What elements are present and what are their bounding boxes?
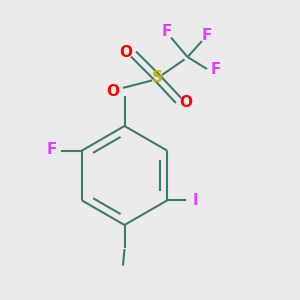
Text: I: I: [193, 193, 199, 208]
Text: F: F: [202, 28, 212, 44]
Text: S: S: [152, 70, 163, 86]
Text: F: F: [161, 24, 172, 39]
Text: F: F: [47, 142, 57, 157]
Text: O: O: [106, 84, 120, 99]
Text: O: O: [119, 45, 133, 60]
Text: O: O: [179, 95, 193, 110]
Text: F: F: [211, 61, 221, 76]
